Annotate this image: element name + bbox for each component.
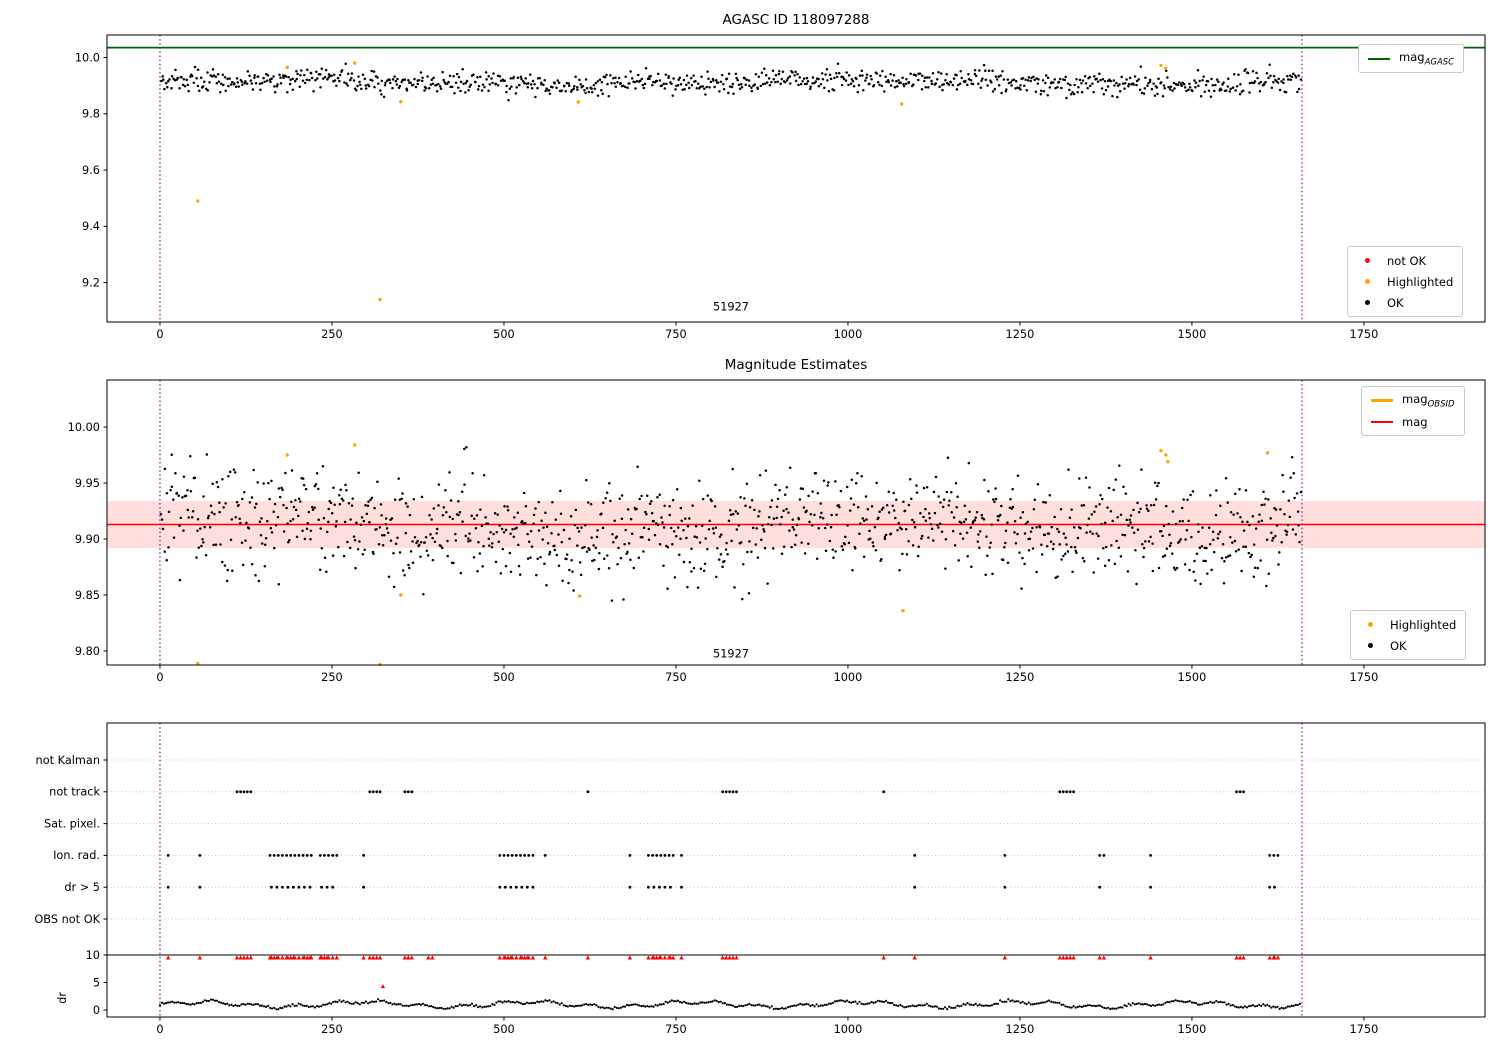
y-tick-label: 9.4 [82, 220, 100, 233]
legend-label: mag [1402, 414, 1428, 429]
x-tick-label: 750 [665, 1023, 687, 1036]
highlighted-points [196, 61, 1168, 302]
legend-label: magAGASC [1399, 49, 1455, 68]
x-tick-label: 500 [493, 671, 515, 684]
y-tick-label: 9.6 [82, 164, 100, 177]
x-tick-label: 1750 [1350, 328, 1379, 341]
y-tick-label: 9.80 [75, 645, 100, 658]
x-tick-label: 1750 [1350, 671, 1379, 684]
legend-label: Highlighted [1390, 617, 1457, 632]
x-tick-label: 1250 [1006, 328, 1035, 341]
middle-panel-marker-legend: Highlighted OK [1350, 610, 1467, 660]
dr-flagged-points [166, 955, 1281, 989]
flag-category-label: dr > 5 [64, 881, 100, 894]
dr-tick-label: 5 [93, 976, 100, 989]
middle-panel-title: Magnitude Estimates [724, 357, 868, 373]
y-tick-label: 9.90 [75, 533, 100, 546]
y-tick-label: 9.2 [82, 276, 100, 289]
x-tick-label: 1500 [1178, 328, 1207, 341]
middle-panel-chart: 51927 0 250 500 750 1000 1250 1500 1750 9.80 9.85 9… [68, 379, 1486, 684]
flag-category-label: Ion. rad. [53, 849, 100, 862]
x-tick-label: 500 [493, 328, 515, 341]
middle-panel-line-legend: magOBSID mag [1361, 386, 1465, 436]
legend-marker-symbol [1365, 258, 1370, 263]
x-tick-label: 1500 [1178, 671, 1207, 684]
top-panel-chart: 51927 0 250 500 750 1000 1250 1500 1750 9.2 9.4 9.6… [75, 34, 1486, 341]
dr-tick-label: 10 [86, 949, 100, 962]
legend-line-symbol [1371, 420, 1393, 423]
top-panel-line-legend: magAGASC [1358, 44, 1465, 73]
x-tick-label: 250 [321, 671, 343, 684]
legend-entry: OK [1357, 292, 1453, 313]
x-tick-label: 750 [665, 671, 687, 684]
ok-points [159, 445, 1303, 602]
dr-points [158, 998, 1302, 1011]
y-tick-label: 9.95 [75, 477, 100, 490]
x-tick-label: 1500 [1178, 1023, 1207, 1036]
flag-category-label: not Kalman [36, 754, 100, 767]
legend-label: Highlighted [1387, 274, 1454, 289]
highlighted-points [196, 443, 1270, 667]
y-tick-label: 9.8 [82, 108, 100, 121]
legend-label: OK [1387, 295, 1404, 310]
x-tick-label: 250 [321, 1023, 343, 1036]
x-tick-label: 1000 [834, 1023, 863, 1036]
top-panel-title: AGASC ID 118097288 [722, 12, 870, 28]
flag-points [166, 790, 1280, 889]
legend-marker-symbol [1368, 622, 1373, 627]
legend-entry: magAGASC [1368, 48, 1454, 69]
x-tick-label: 1250 [1006, 1023, 1035, 1036]
y-tick-label: 9.85 [75, 589, 100, 602]
obsid-annotation: 51927 [713, 648, 749, 661]
x-tick-label: 1000 [834, 671, 863, 684]
x-tick-label: 0 [156, 328, 163, 341]
legend-label: OK [1390, 638, 1407, 653]
axes-frame [106, 34, 1486, 323]
legend-marker-symbol [1368, 643, 1373, 648]
legend-entry: Highlighted [1360, 614, 1456, 635]
legend-entry: not OK [1357, 250, 1453, 271]
x-tick-label: 0 [156, 671, 163, 684]
legend-entry: OK [1360, 635, 1456, 656]
legend-marker-symbol [1365, 279, 1370, 284]
flag-category-label: Sat. pixel. [44, 817, 100, 830]
legend-entry: magOBSID [1371, 390, 1455, 411]
flag-category-label: not track [49, 786, 100, 799]
dr-tick-label: 0 [93, 1004, 100, 1017]
flag-category-label: OBS not OK [34, 913, 100, 926]
legend-entry: mag [1371, 411, 1455, 432]
x-tick-label: 750 [665, 328, 687, 341]
legend-marker-symbol [1365, 300, 1370, 305]
x-tick-label: 250 [321, 328, 343, 341]
y-tick-label: 10.00 [68, 421, 100, 434]
legend-line-symbol [1371, 399, 1393, 402]
legend-line-symbol [1368, 57, 1390, 60]
dr-axis-label: dr [56, 992, 69, 1004]
obsid-annotation: 51927 [713, 301, 749, 314]
bottom-panel-chart: not Kalman not track Sat. pixel. Ion. rad. d… [34, 722, 1486, 1036]
x-tick-label: 1000 [834, 328, 863, 341]
legend-entry: Highlighted [1357, 271, 1453, 292]
legend-label: not OK [1387, 253, 1427, 268]
x-tick-label: 1750 [1350, 1023, 1379, 1036]
top-panel-marker-legend: not OK Highlighted OK [1347, 246, 1464, 317]
axes-frame [106, 379, 1486, 666]
x-tick-label: 0 [156, 1023, 163, 1036]
axes-frame [106, 722, 1486, 1018]
ok-points [160, 62, 1303, 102]
x-tick-label: 500 [493, 1023, 515, 1036]
legend-label: magOBSID [1402, 391, 1455, 410]
y-tick-label: 10.0 [75, 51, 100, 64]
x-tick-label: 1250 [1006, 671, 1035, 684]
